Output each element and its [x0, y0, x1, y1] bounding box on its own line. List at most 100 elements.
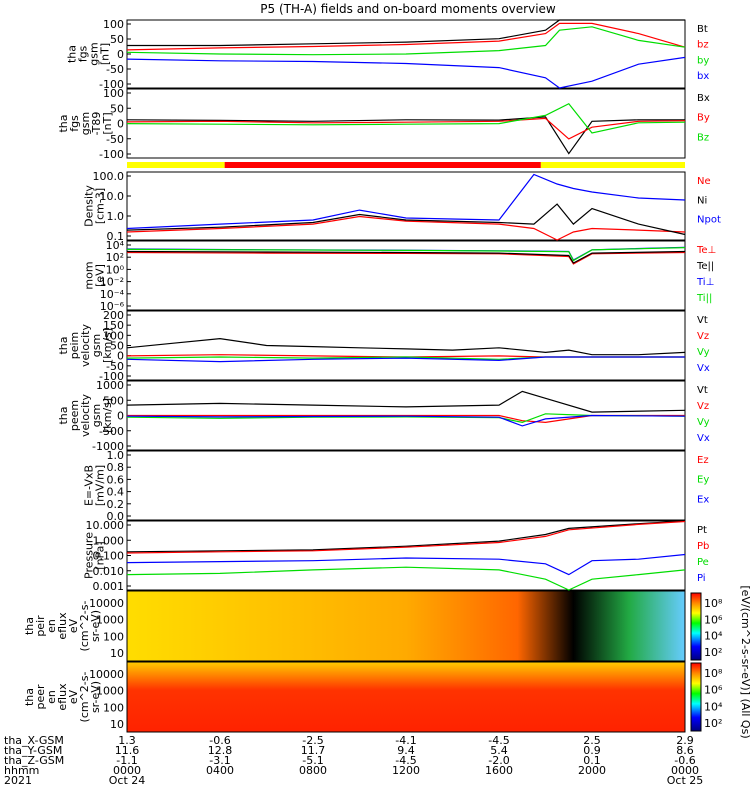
series-line	[126, 566, 686, 591]
y-tick-label: -1000	[92, 440, 124, 453]
y-tick-label: 100	[103, 329, 124, 342]
ephemeris-row-label: tha_Y-GSM	[4, 744, 62, 757]
ephemeris-value: 2.9	[676, 734, 694, 747]
legend-entry: Pb	[697, 541, 709, 552]
y-tick-label: 10000	[89, 668, 124, 681]
colorbar-tick: 10⁶	[704, 684, 723, 697]
ephemeris-value: 0800	[299, 764, 327, 777]
legend-entry: Te||	[696, 261, 714, 272]
panel-frame	[126, 171, 686, 241]
series-line	[126, 337, 686, 356]
status-bar	[127, 162, 685, 168]
y-tick-label: -50	[106, 63, 124, 76]
y-tick-label: 1000	[96, 685, 124, 698]
ephemeris-row-label: tha_Z-GSM	[4, 754, 64, 767]
ephemeris-row-label: hhmm	[4, 764, 39, 777]
ephemeris-value: -2.0	[488, 754, 509, 767]
panel-5: 1000 500 0 -500 -1000 thapeemvelocitygsm[km/s…	[57, 379, 710, 453]
ephemeris-value: -3.1	[209, 754, 230, 767]
spectrogram-image	[127, 662, 685, 732]
y-tick-label: 10²	[106, 251, 124, 264]
y-tick-label: 0.100	[93, 550, 125, 563]
y-tick-label: 100	[103, 630, 124, 643]
y-tick-label: 50	[110, 102, 124, 115]
y-tick-label: 1.000	[93, 534, 125, 547]
y-tick-label: 0.4	[107, 486, 125, 499]
legend-entry: Vt	[697, 385, 708, 396]
colorbar-tick: 10⁸	[704, 667, 723, 680]
y-tick-label: 0	[117, 48, 124, 61]
spectrogram-0: 10000 1000 100 10 thapeirenefluxeV(cm^2-s-sr…	[23, 590, 686, 662]
ephemeris-value: -4.1	[395, 734, 416, 747]
y-axis-label: thafgsgsm-T89[nT]	[57, 112, 114, 136]
y-axis-label: E=-VxB[mV/m]	[83, 465, 107, 506]
y-axis-label: Density[cm-3]	[83, 185, 107, 227]
series-line	[126, 22, 686, 51]
colorbar-strip	[690, 592, 702, 661]
colorbar-label: [eV/(cm^2-s-sr-eV)] (All Qs)	[739, 585, 750, 738]
y-tick-label: 10	[110, 718, 124, 731]
panel-0: 100 50 0 -50 -100 thafgsgsm[nT] Bt bz by bx	[66, 18, 710, 91]
legend-entry: Ni	[697, 195, 707, 206]
y-tick-label: 1000	[96, 379, 124, 392]
series-line	[126, 520, 686, 554]
spectrograms-group: 10000 1000 100 10 thapeirenefluxeV(cm^2-s-sr…	[23, 590, 686, 733]
ephemeris-value: -2.5	[302, 734, 323, 747]
ephemeris-value: -0.6	[674, 754, 695, 767]
legend-entry: Vz	[697, 331, 709, 342]
y-tick-label: -100	[99, 78, 124, 91]
series-line	[126, 173, 686, 230]
y-tick-label: 150	[103, 319, 124, 332]
ephemeris-value: 9.4	[397, 744, 415, 757]
legend-entry: Pt	[697, 525, 707, 536]
spectrogram-image	[127, 591, 685, 661]
y-tick-label: 1000	[96, 614, 124, 627]
y-tick-label: 10⁻⁶	[100, 300, 125, 313]
ephemeris-value: 5.4	[490, 744, 508, 757]
ephemeris-value: 11.6	[115, 744, 140, 757]
ephemeris-value: 0.1	[583, 754, 601, 767]
y-tick-label: 10⁻⁴	[100, 288, 125, 301]
y-tick-label: 1.0	[107, 210, 125, 223]
panel-frame	[126, 310, 686, 381]
legend-entry: Vx	[697, 363, 710, 374]
y-tick-label: -500	[99, 425, 124, 438]
y-tick-label: 50	[110, 33, 124, 46]
y-tick-label: -100	[99, 148, 124, 161]
series-line	[126, 251, 686, 265]
legend-entry: Te⊥	[696, 245, 716, 256]
legend-entry: Pi	[697, 573, 706, 584]
y-tick-label: 0.010	[93, 565, 125, 578]
y-tick-label: 100.0	[93, 170, 125, 183]
ephemeris-value: 2000	[578, 764, 606, 777]
y-axis-label: thapeerenefluxeV(cm^2-s-sr-eV)	[23, 672, 102, 723]
y-tick-label: -100	[99, 370, 124, 383]
legend-entry: Ti⊥	[696, 277, 714, 288]
series-line	[126, 250, 686, 264]
legend-entry: Vy	[697, 347, 710, 358]
y-tick-label: 1.0	[107, 449, 125, 462]
ephemeris-row-label: tha_X-GSM	[4, 734, 64, 747]
y-tick-label: 0	[117, 118, 124, 131]
panel-frame	[126, 520, 686, 591]
y-tick-label: -50	[106, 360, 124, 373]
legend-entry: Ez	[697, 455, 709, 466]
legend-entry: bz	[697, 40, 709, 51]
series-line	[126, 56, 686, 89]
series-line	[126, 247, 686, 262]
y-tick-label: 500	[103, 394, 124, 407]
legend-entry: Ex	[697, 494, 709, 505]
y-tick-label: 200	[103, 309, 124, 322]
legend-entry: Vt	[697, 315, 708, 326]
y-axis-label: thapeemvelocitygsm[km/s]	[57, 394, 114, 437]
series-line	[126, 520, 686, 553]
colorbar-tick: 10²	[704, 646, 722, 659]
ephemeris-value: 1600	[485, 764, 513, 777]
series-line	[126, 116, 685, 155]
legend-entry: Ti||	[696, 293, 712, 304]
y-axis-label: Pressure[nPa]	[83, 532, 107, 579]
x-axis-labels: tha_X-GSM 1.3 -0.6 -2.5 -4.1 -4.5 2.5 2.9 tha_Y-…	[4, 734, 703, 787]
